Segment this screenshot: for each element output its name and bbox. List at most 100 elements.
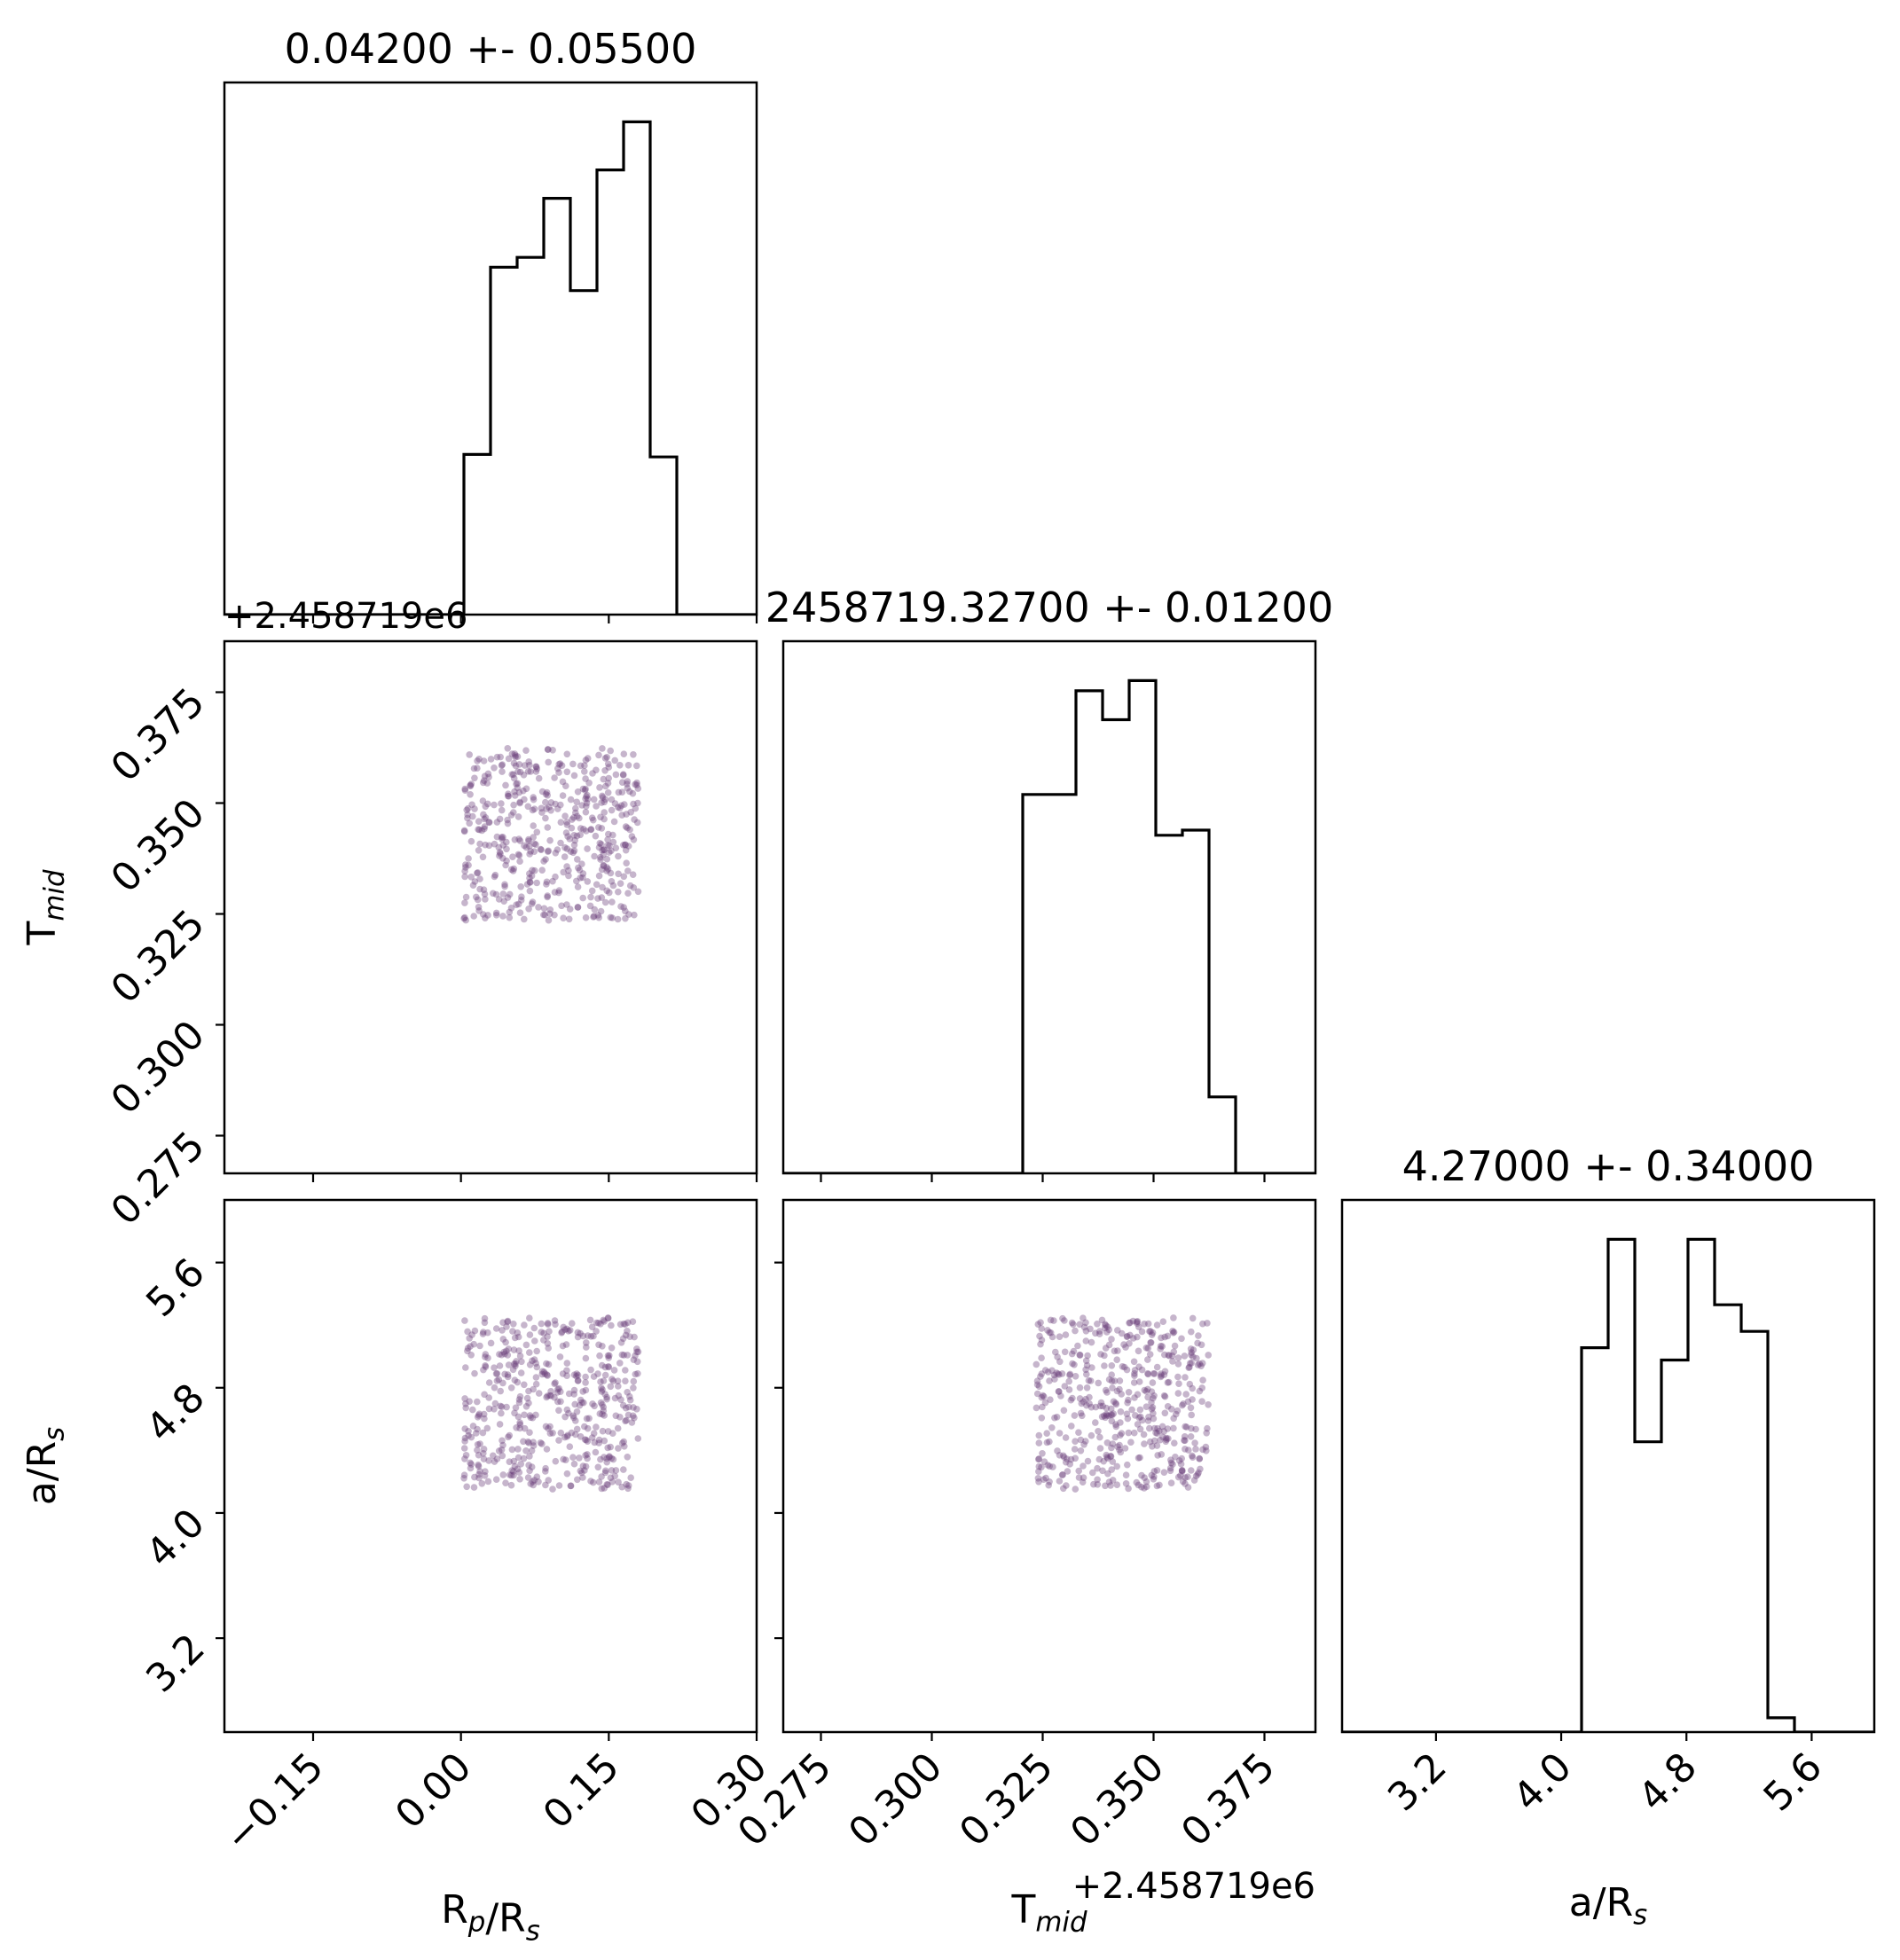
scatter-point xyxy=(503,1347,510,1355)
scatter-point xyxy=(603,1458,610,1466)
scatter-point xyxy=(1150,1437,1158,1445)
scatter-point xyxy=(622,823,630,830)
scatter-point xyxy=(600,1407,608,1415)
scatter-point xyxy=(1084,1457,1092,1465)
scatter-point xyxy=(612,1467,620,1474)
scatter-point xyxy=(1094,1481,1102,1488)
scatter-point xyxy=(522,1403,530,1410)
scatter-point xyxy=(493,833,501,841)
scatter-point xyxy=(1197,1465,1204,1473)
scatter-point xyxy=(545,1424,552,1432)
scatter-point xyxy=(528,1463,536,1470)
scatter-point xyxy=(555,1407,562,1415)
scatter-point xyxy=(1167,1456,1174,1463)
scatter-point xyxy=(549,877,556,885)
scatter-point xyxy=(575,864,582,872)
scatter-point xyxy=(533,879,540,887)
scatter-point xyxy=(470,764,478,772)
scatter-point xyxy=(475,1451,483,1459)
scatter-point xyxy=(1156,1481,1163,1489)
scatter-point xyxy=(1116,1385,1123,1393)
scatter-point xyxy=(481,815,488,823)
scatter-point xyxy=(616,1321,624,1329)
scatter-point xyxy=(608,898,616,906)
scatter-point xyxy=(566,1443,574,1450)
scatter-point xyxy=(570,814,577,821)
scatter-point xyxy=(532,1411,539,1419)
scatter-point xyxy=(1033,1377,1041,1384)
scatter-point xyxy=(609,1430,616,1437)
scatter-point xyxy=(1144,1370,1152,1378)
scatter-point xyxy=(611,757,618,764)
scatter-point xyxy=(1144,1369,1151,1377)
scatter-point xyxy=(1056,1333,1064,1340)
scatter-point xyxy=(557,1429,565,1437)
scatter-point xyxy=(1165,1352,1173,1359)
panel-ars-vs-rp xyxy=(216,1198,758,1741)
scatter-point xyxy=(527,848,534,855)
scatter-point xyxy=(1038,1337,1046,1344)
scatter-point xyxy=(504,816,511,824)
scatter-point xyxy=(1163,1434,1170,1442)
scatter-point xyxy=(577,1467,585,1475)
scatter-point xyxy=(566,1327,574,1334)
scatter-point xyxy=(482,803,490,811)
scatter-point xyxy=(1160,1392,1168,1399)
scatter-point xyxy=(1112,1400,1120,1408)
scatter-point xyxy=(604,760,612,768)
scatter-point xyxy=(1060,1407,1068,1415)
scatter-point xyxy=(601,1318,608,1325)
scatter-point xyxy=(535,1478,542,1486)
scatter-point xyxy=(1188,1424,1195,1432)
scatter-point xyxy=(1058,1370,1066,1377)
scatter-point xyxy=(1136,1406,1144,1414)
scatter-point xyxy=(1043,1439,1051,1446)
scatter-point xyxy=(1048,1367,1056,1375)
scatter-point xyxy=(608,1454,616,1462)
scatter-point xyxy=(630,1404,637,1411)
scatter-point xyxy=(578,860,585,867)
scatter-point xyxy=(497,1387,504,1395)
scatter-point xyxy=(591,1439,599,1446)
scatter-point xyxy=(465,1428,472,1435)
scatter-point xyxy=(544,1320,552,1327)
scatter-point xyxy=(530,805,538,812)
scatter-point xyxy=(475,907,483,914)
scatter-point xyxy=(606,1454,613,1461)
scatter-point xyxy=(582,1462,590,1470)
scatter-point xyxy=(626,1392,633,1400)
scatter-point xyxy=(498,806,506,814)
scatter-point xyxy=(623,1416,630,1424)
scatter-point xyxy=(460,1471,468,1478)
scatter-point xyxy=(563,1433,571,1440)
scatter-point xyxy=(1041,1367,1049,1374)
scatter-point xyxy=(1141,1321,1148,1328)
scatter-point xyxy=(1141,1485,1148,1492)
scatter-point xyxy=(631,1415,638,1422)
scatter-point xyxy=(1182,1391,1189,1398)
scatter-point xyxy=(528,1447,536,1454)
scatter-point xyxy=(1102,1324,1109,1332)
scatter-point xyxy=(597,1399,605,1407)
scatter-point xyxy=(1198,1384,1205,1392)
scatter-point xyxy=(492,1476,500,1483)
scatter-point xyxy=(501,1350,508,1358)
scatter-point xyxy=(462,1452,470,1459)
scatter-point xyxy=(579,870,587,877)
scatter-point xyxy=(1101,1352,1108,1360)
scatter-point xyxy=(1094,1321,1101,1328)
scatter-point xyxy=(538,1368,546,1376)
scatter-point xyxy=(461,913,468,921)
scatter-point xyxy=(526,1331,534,1338)
scatter-point xyxy=(492,890,500,898)
scatter-point xyxy=(569,849,577,857)
scatter-point xyxy=(1092,1419,1099,1426)
scatter-point xyxy=(491,801,498,809)
scatter-point xyxy=(1101,1362,1108,1369)
scatter-point xyxy=(460,827,468,835)
scatter-point xyxy=(1158,1423,1166,1431)
scatter-point xyxy=(1092,1329,1099,1337)
scatter-point xyxy=(549,1486,556,1493)
scatter-point xyxy=(1144,1320,1152,1328)
scatter-point xyxy=(547,1392,555,1399)
